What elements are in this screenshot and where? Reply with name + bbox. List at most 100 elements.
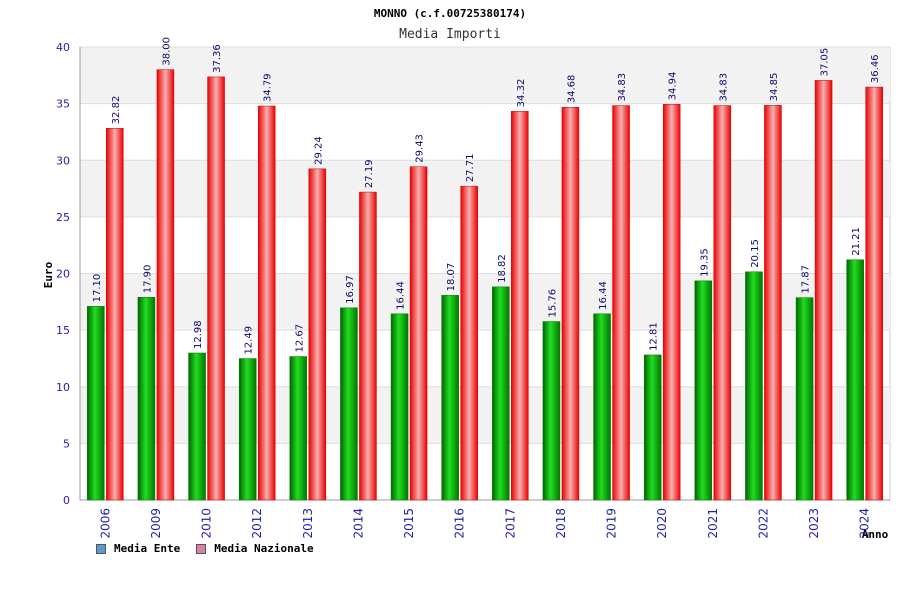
data-label: 34.94 [668,72,679,101]
legend-swatch-media-ente [96,543,106,554]
x-tick-label: 2017 [503,508,517,539]
x-tick-label: 2023 [807,508,821,539]
legend-swatch-media-nazionale [196,543,207,554]
y-tick-label: 25 [56,211,70,224]
x-tick-label: 2021 [706,508,720,539]
data-label: 18.07 [446,263,457,292]
legend-label-media-ente: Media Ente [114,542,181,555]
data-label: 21.21 [851,227,862,256]
data-label: 17.87 [801,265,812,294]
data-label: 12.98 [193,320,204,349]
bar-media-nazionale-2016 [460,185,478,501]
x-axis-label: Anno [862,528,889,541]
bar-media-ente-2013 [289,356,308,501]
bars: 17.10 32.82 17.90 38.00 12.98 37.36 12.49 34.79… [87,37,883,501]
bar-media-nazionale-2014 [359,191,377,501]
data-label: 20.15 [750,239,761,268]
x-tick-label: 2019 [605,508,619,539]
x-tick-label: 2018 [554,508,568,539]
x-axis-ticks: 2006 2009 2010 2012 2013 2014 2015 2016 2017 2018… [98,508,871,539]
data-label: 16.44 [396,281,407,310]
bar-media-ente-2022 [745,271,763,501]
x-tick-label: 2006 [98,508,112,539]
legend-item-media-ente: Media Ente [96,542,180,555]
data-label: 34.85 [769,73,780,102]
data-label: 38.00 [161,37,172,66]
y-tick-label: 15 [56,324,70,337]
bar-media-ente-2015 [390,313,409,501]
y-axis-label: Euro [42,261,55,288]
data-label: 34.32 [516,79,527,108]
chart-subtitle: Media Importi [399,27,501,42]
bar-media-nazionale-2015 [409,166,428,501]
data-label: 18.82 [497,254,508,283]
legend: Media Ente Media Nazionale [96,542,314,555]
y-tick-label: 0 [63,494,70,507]
data-label: 19.35 [699,248,710,277]
y-axis-ticks: 0 5 10 15 20 25 30 35 40 [56,41,70,507]
y-tick-label: 20 [56,268,70,281]
data-label: 29.43 [415,134,426,163]
x-tick-label: 2015 [402,508,416,539]
x-tick-label: 2014 [351,508,365,539]
bar-media-nazionale-2012 [257,105,276,501]
data-label: 12.67 [294,324,305,353]
bar-media-ente-2010 [188,352,206,501]
y-tick-label: 40 [56,41,70,54]
y-tick-label: 30 [56,154,70,167]
y-tick-label: 5 [63,437,70,450]
x-tick-label: 2012 [250,508,264,539]
bar-media-nazionale-2023 [814,80,833,501]
data-label: 34.79 [263,73,274,102]
data-label: 27.71 [465,154,476,183]
bar-media-nazionale-2006 [106,128,124,501]
bar-media-nazionale-2017 [511,111,529,501]
legend-item-media-nazionale: Media Nazionale [196,542,314,555]
bar-media-ente-2014 [340,307,358,501]
data-label: 12.81 [649,322,660,351]
data-label: 17.10 [92,274,103,303]
data-label: 34.83 [617,73,628,102]
x-tick-label: 2013 [301,508,315,539]
bar-media-ente-2018 [542,321,561,501]
data-label: 36.46 [870,54,881,83]
bar-media-ente-2023 [795,297,814,501]
bar-media-ente-2019 [593,313,611,501]
bar-media-nazionale-2022 [764,105,782,501]
data-label: 16.44 [598,281,609,310]
bar-media-ente-2021 [694,280,713,501]
x-tick-label: 2022 [756,508,770,539]
bar-media-nazionale-2020 [662,104,681,501]
data-label: 34.83 [718,73,729,102]
data-label: 15.76 [547,289,558,318]
bar-media-nazionale-2013 [308,168,327,501]
x-tick-label: 2009 [149,508,163,539]
data-label: 37.05 [820,48,831,77]
data-label: 34.68 [566,75,577,104]
bar-media-ente-2009 [137,297,156,501]
x-tick-label: 2010 [200,508,214,539]
data-label: 29.24 [313,136,324,165]
x-tick-label: 2020 [655,508,669,539]
data-label: 16.97 [345,275,356,304]
bar-media-ente-2006 [87,306,105,501]
data-label: 12.49 [244,326,255,355]
bar-media-ente-2020 [643,354,662,501]
legend-label-media-nazionale: Media Nazionale [214,542,314,555]
data-label: 27.19 [364,159,375,188]
bar-media-nazionale-2018 [561,106,580,501]
bar-media-nazionale-2010 [207,76,225,501]
bar-media-ente-2012 [238,358,257,501]
bar-media-nazionale-2019 [612,105,630,501]
bar-media-ente-2024 [846,259,864,501]
y-tick-label: 35 [56,98,70,111]
bar-media-nazionale-2009 [156,69,175,501]
x-tick-label: 2024 [858,508,872,539]
chart-title: MONNO (c.f.00725380174) [374,7,526,20]
x-tick-label: 2016 [453,508,467,539]
y-tick-label: 10 [56,381,70,394]
bar-media-nazionale-2021 [713,105,732,501]
bar-media-nazionale-2024 [865,86,883,501]
bar-media-ente-2017 [492,286,510,501]
